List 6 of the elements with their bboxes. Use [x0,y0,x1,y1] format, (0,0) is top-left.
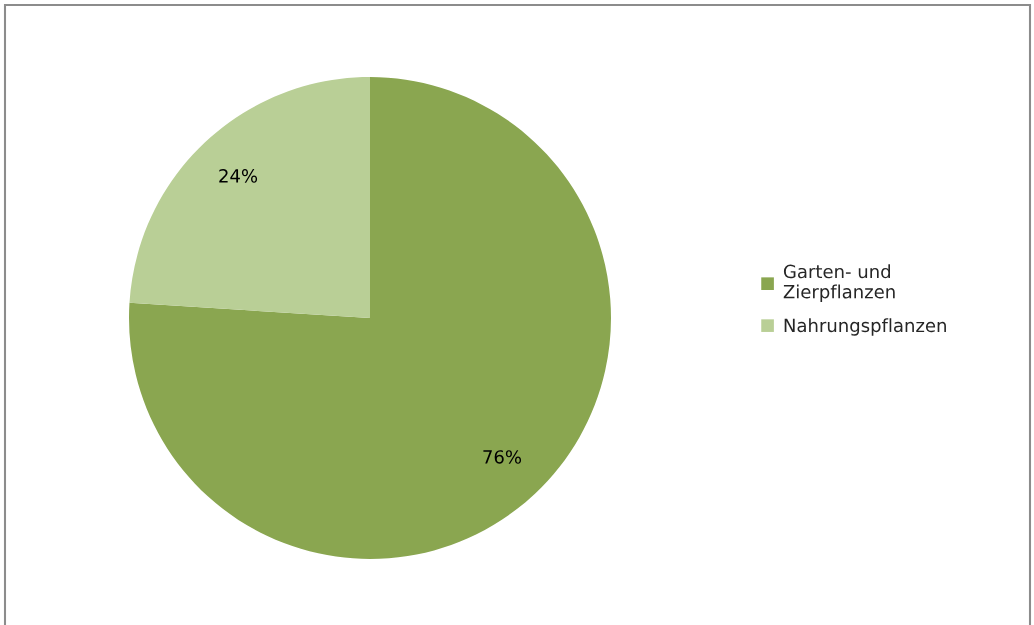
data-label: 24% [219,169,258,183]
legend-label: Garten- und Zierpflanzen [783,264,895,302]
pie-slice [129,77,370,318]
pie-slice [129,77,611,559]
data-label: 76% [483,450,522,464]
legend-label: Nahrungspflanzen [784,318,946,336]
